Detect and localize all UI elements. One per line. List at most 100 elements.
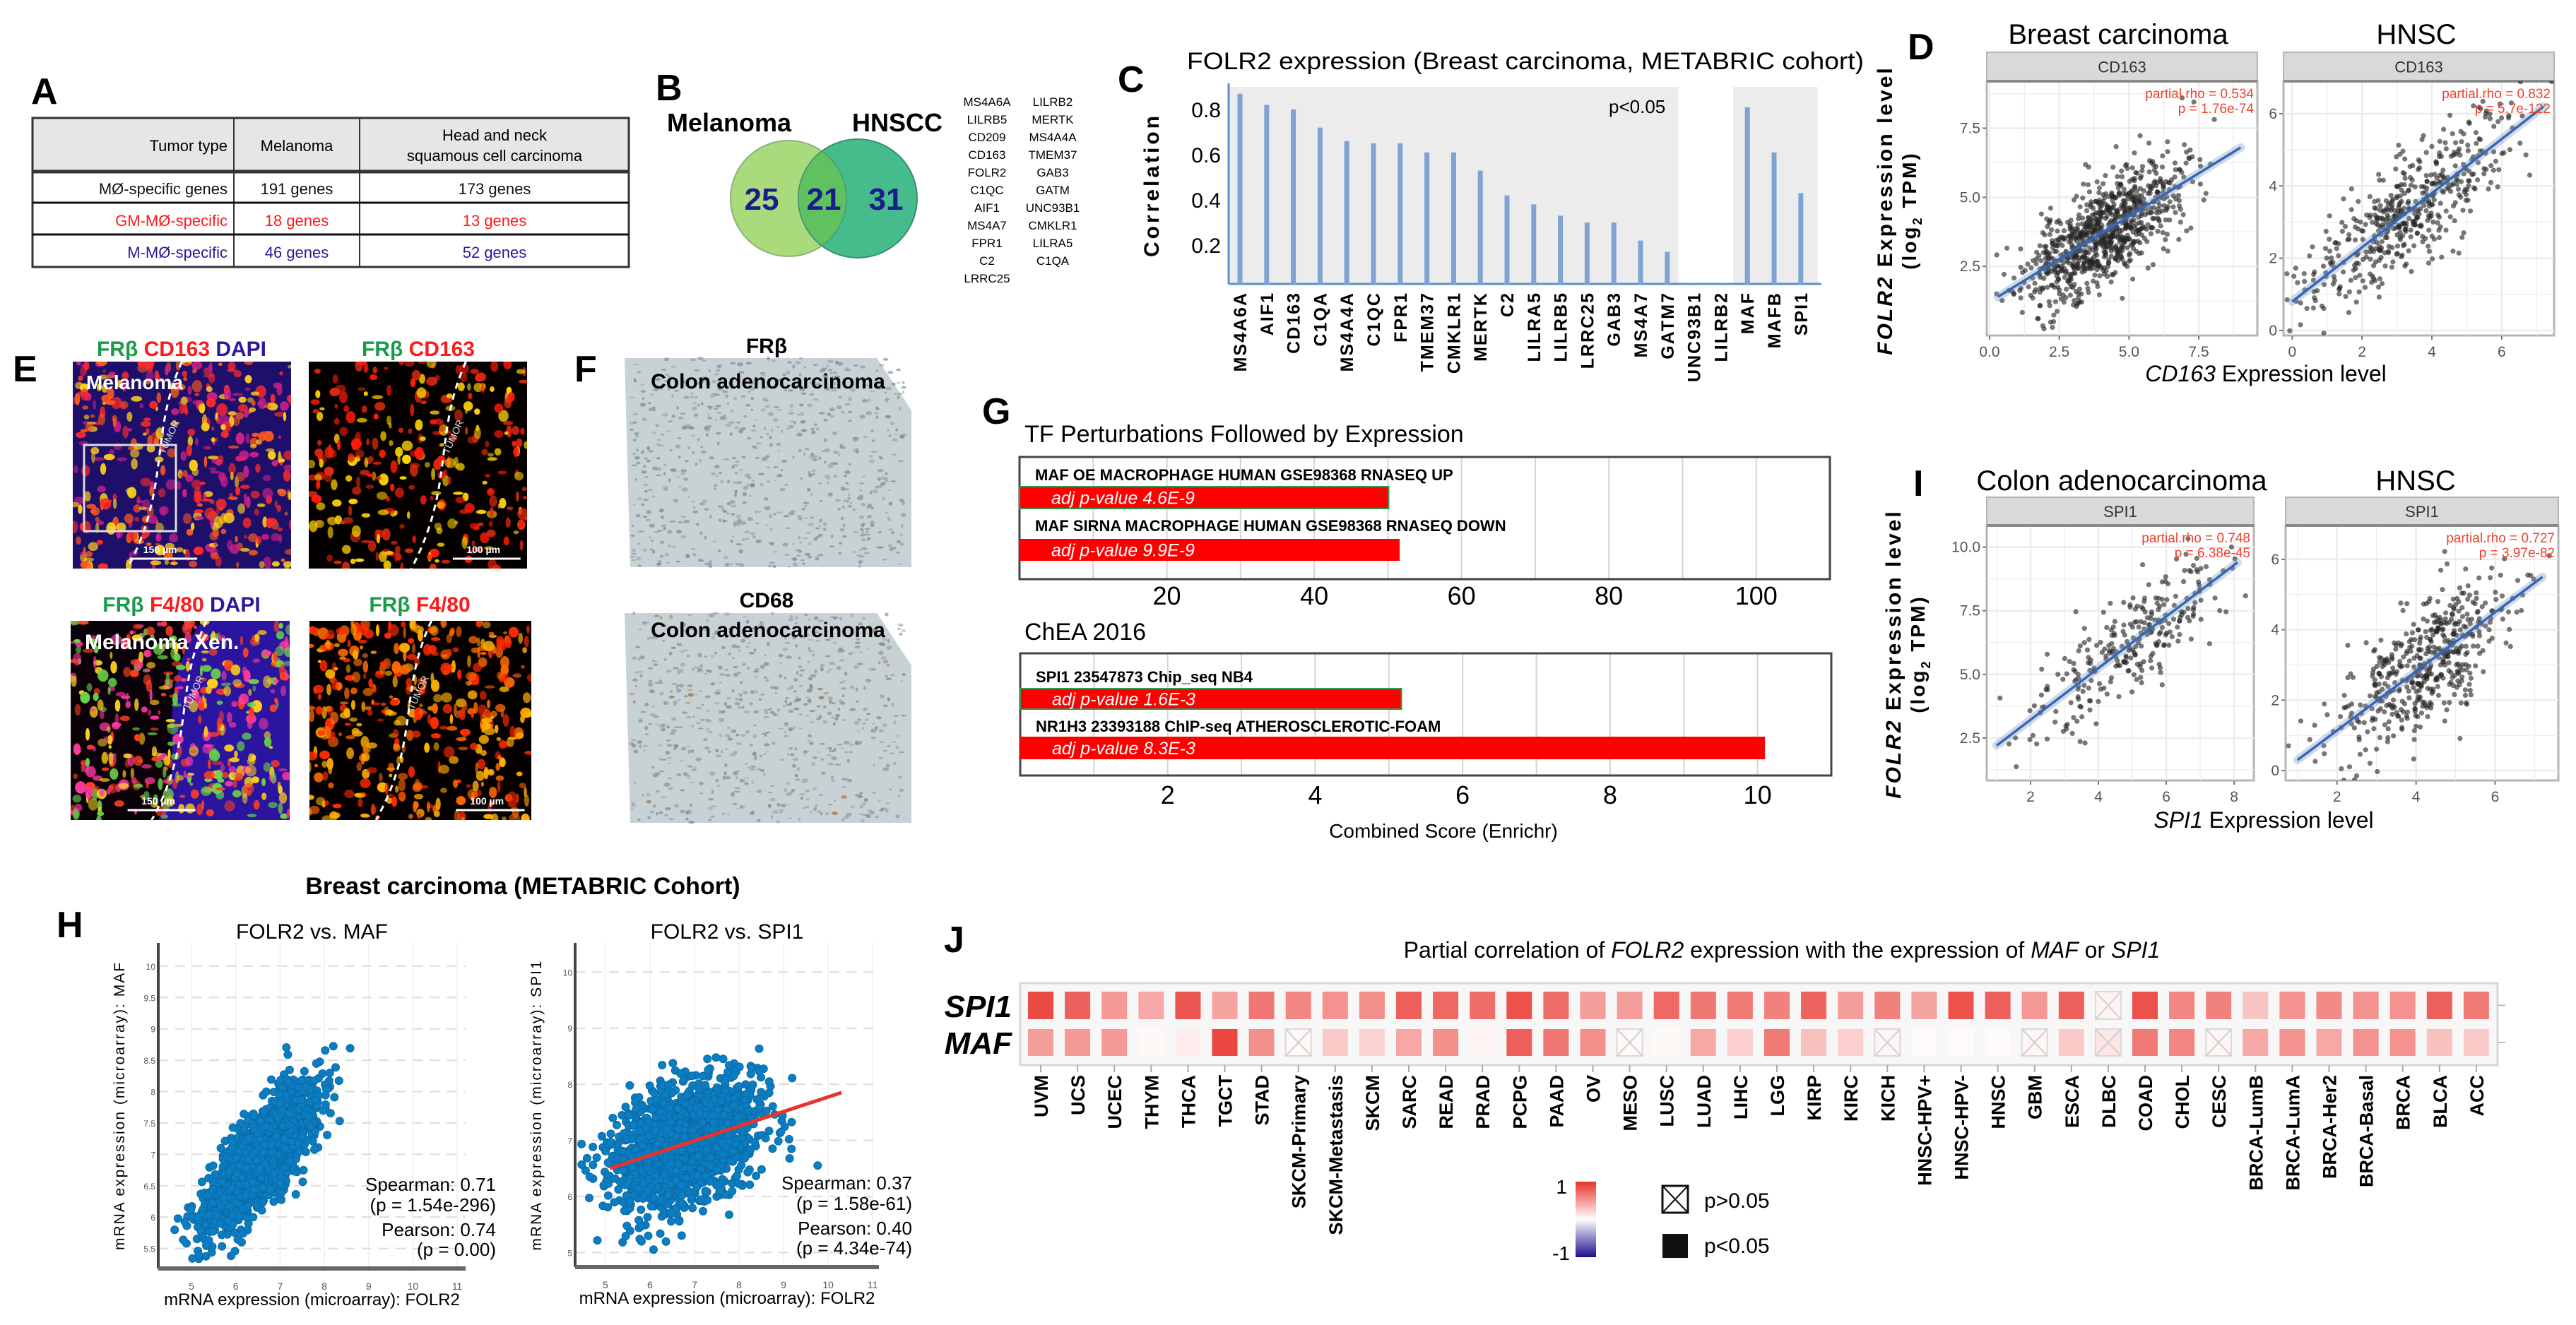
cell-signal [263,431,274,442]
p-value-annotation: p = 1.76e-74 [2178,102,2255,117]
cell-signal [103,736,109,742]
cell-signal [261,778,266,787]
data-point [2110,165,2116,170]
tissue-speckle [680,515,687,518]
tissue-speckle [752,535,756,539]
data-point [2146,582,2151,588]
data-point [2394,154,2399,160]
cell-signal [274,412,285,417]
cell-signal [209,516,213,528]
tissue-speckle [637,542,640,545]
tissue-speckle [747,642,751,645]
data-point [2163,208,2169,213]
data-point [2360,278,2365,284]
cell-signal [261,792,267,800]
cell-signal [453,492,463,495]
cell-signal [156,622,164,627]
tissue-speckle [858,555,865,558]
cell-signal [108,744,112,749]
tissue-speckle [749,484,755,487]
panel-label-g: G [982,391,1010,432]
data-point [2527,172,2533,178]
data-point [2489,608,2495,614]
cell-signal [248,533,258,542]
cell-signal [516,369,526,374]
tissue-speckle [637,741,642,744]
tissue-speckle [838,396,842,398]
data-point [2379,280,2385,287]
cell-signal [78,621,89,625]
tissue-speckle [803,501,810,505]
data-point [2080,689,2086,694]
cell-signal [445,648,453,657]
data-point [2197,182,2204,187]
cell-signal [116,522,126,533]
tissue-speckle [818,714,822,719]
tissue-speckle [834,451,840,454]
tissue-speckle [716,412,722,414]
data-point [2426,599,2432,605]
data-point [2374,690,2380,696]
cell-signal [412,643,416,654]
tissue-speckle [847,505,853,508]
tissue-speckle [858,564,861,569]
tissue-speckle [646,459,650,463]
tissue-speckle [713,484,718,487]
data-point [2095,220,2101,226]
cell-signal [228,496,238,500]
data-point [2342,224,2348,230]
cell-signal [267,451,276,461]
data-point [2123,655,2129,660]
cell-signal [437,542,445,547]
tissue-speckle [714,487,717,491]
tissue-speckle [798,373,802,376]
cell-signal [103,453,115,461]
data-point [2181,579,2187,585]
data-point [2101,610,2106,615]
tissue-speckle [821,450,827,452]
cell-signal [150,727,159,731]
tissue-speckle [815,427,820,431]
tissue-speckle [658,445,665,447]
tissue-speckle [754,689,759,694]
data-point [2141,599,2147,605]
cell-signal [88,542,99,552]
data-point [2514,610,2519,615]
tissue-speckle [823,461,827,464]
data-point [2087,667,2093,674]
tissue-speckle [704,535,707,540]
bar-lrrc25 [1584,222,1590,284]
data-point [2341,778,2346,780]
tissue-speckle [818,696,825,700]
cell-signal [243,465,249,478]
data-point [2376,247,2382,253]
cell-signal [81,465,90,477]
data-point [2206,641,2212,647]
data-point [2163,237,2168,242]
tissue-speckle [767,564,772,568]
tissue-speckle [817,687,823,691]
data-point [2370,666,2377,672]
tissue-speckle [669,520,676,523]
cell-signal [497,470,507,475]
y-axis-label: Correlation [1140,113,1164,257]
cell-signal [362,660,369,673]
cell-signal [134,505,140,509]
data-point [2488,163,2494,169]
tissue-speckle [808,455,815,459]
data-point [2139,667,2145,673]
cell-signal [465,427,468,435]
tissue-speckle [764,497,769,501]
tissue-speckle [755,457,760,459]
tissue-speckle [676,529,683,534]
data-point [2319,303,2324,309]
tissue-speckle [726,480,731,484]
x-tick-label: 7.5 [2188,344,2209,360]
facet-title: Colon adenocarcinoma [1976,465,2267,497]
data-point [2140,562,2146,568]
data-point [2397,237,2403,242]
data-point [2120,256,2125,262]
data-point [2114,208,2120,214]
cell-signal [251,400,256,406]
cell-signal [101,767,110,771]
